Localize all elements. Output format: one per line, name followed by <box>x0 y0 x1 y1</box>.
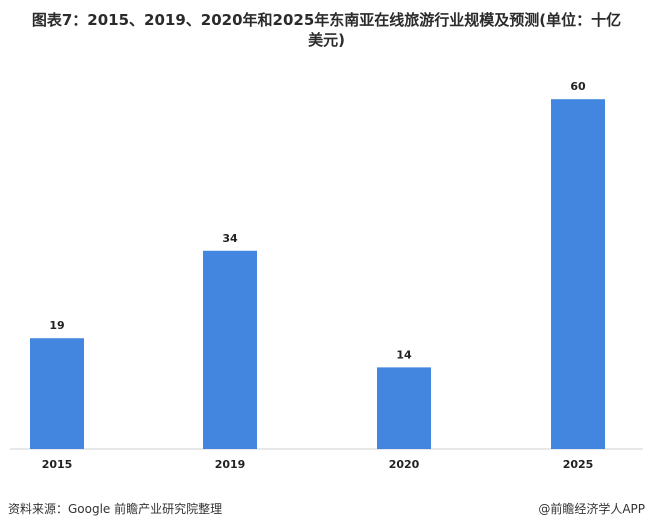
data-label-2019: 34 <box>222 232 238 245</box>
bar-2020 <box>377 367 431 449</box>
x-tick-label-2015: 2015 <box>42 458 73 471</box>
data-label-2025: 60 <box>570 80 586 93</box>
data-label-2020: 14 <box>396 348 412 361</box>
bar-2025 <box>551 99 605 449</box>
bar-2015 <box>30 338 84 449</box>
chart-title-line-1: 图表7：2015、2019、2020年和2025年东南亚在线旅游行业规模及预测(… <box>31 11 622 29</box>
chart-title: 图表7：2015、2019、2020年和2025年东南亚在线旅游行业规模及预测(… <box>0 10 653 50</box>
bar-series: 19 2015 34 2019 14 2020 60 2025 <box>30 80 605 471</box>
brand-credit: @前瞻经济学人APP <box>538 502 645 516</box>
bar-2019 <box>203 250 257 449</box>
x-tick-label-2025: 2025 <box>563 458 594 471</box>
data-label-2015: 19 <box>49 319 64 332</box>
x-tick-label-2020: 2020 <box>389 458 420 471</box>
chart-title-line-2: 美元) <box>308 31 345 49</box>
source-note: 资料来源：Google 前瞻产业研究院整理 <box>8 502 223 516</box>
x-tick-label-2019: 2019 <box>215 458 246 471</box>
